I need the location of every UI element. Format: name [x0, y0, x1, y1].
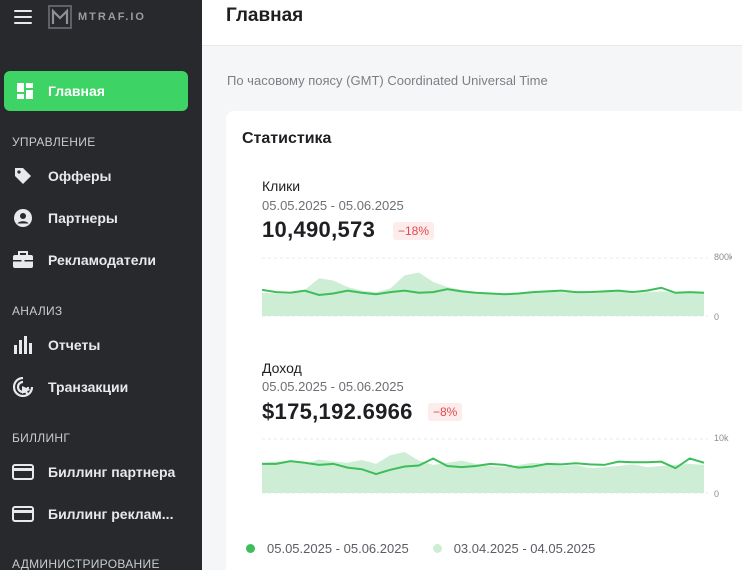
- clicks-chart[interactable]: 800k 0: [262, 249, 732, 325]
- pointer-target-icon: [12, 377, 34, 397]
- series-area-previous: [262, 272, 704, 316]
- sidebar-item-partners[interactable]: Партнеры: [12, 204, 198, 232]
- sidebar-item-transactions[interactable]: Транзакции: [12, 373, 198, 401]
- sidebar-item-advertiser-billing[interactable]: Биллинг реклам...: [12, 500, 198, 528]
- revenue-value: $175,192.6966: [262, 399, 413, 424]
- section-title-administration: АДМИНИСТРИРОВАНИЕ: [12, 557, 160, 570]
- chart-legend: 05.05.2025 - 05.06.2025 03.04.2025 - 04.…: [246, 541, 619, 556]
- sidebar-item-advertisers[interactable]: Рекламодатели: [12, 246, 198, 274]
- section-title-billing: БИЛЛИНГ: [12, 431, 71, 445]
- legend-label: 03.04.2025 - 04.05.2025: [453, 541, 596, 556]
- legend-dot: [246, 544, 255, 553]
- sidebar-item-home[interactable]: Главная: [4, 71, 188, 111]
- menu-icon[interactable]: [14, 10, 32, 24]
- y-tick-label: 800k: [714, 252, 732, 262]
- revenue-chart[interactable]: 10k 0: [262, 431, 732, 503]
- clicks-date-range: 05.05.2025 - 05.06.2025: [262, 198, 404, 213]
- logo[interactable]: MTRAF.IO: [48, 5, 146, 29]
- credit-card-icon: [12, 504, 34, 524]
- card-title: Статистика: [242, 130, 332, 147]
- clicks-value: 10,490,573: [262, 217, 376, 242]
- credit-card-icon: [12, 462, 34, 482]
- sidebar-item-label: Транзакции: [48, 379, 129, 395]
- sidebar-header: MTRAF.IO: [0, 0, 202, 34]
- sidebar-item-label: Офферы: [48, 168, 112, 184]
- y-tick-label: 10k: [714, 433, 729, 443]
- statistics-card: Статистика Клики 05.05.2025 - 05.06.2025…: [226, 111, 742, 570]
- sidebar-item-label: Главная: [48, 83, 105, 99]
- legend-dot: [432, 544, 442, 553]
- page-title: Главная: [226, 5, 304, 26]
- revenue-date-range: 05.05.2025 - 05.06.2025: [262, 379, 404, 394]
- legend-label: 05.05.2025 - 05.06.2025: [267, 541, 409, 556]
- briefcase-icon: [12, 250, 34, 270]
- tag-icon: [12, 166, 34, 186]
- logo-mark-icon: [48, 5, 72, 29]
- sidebar-item-offers[interactable]: Офферы: [12, 162, 198, 190]
- y-tick-label: 0: [714, 312, 719, 322]
- sidebar-item-reports[interactable]: Отчеты: [12, 331, 198, 359]
- sidebar-item-label: Биллинг партнера: [48, 464, 176, 480]
- clicks-title: Клики: [262, 178, 301, 194]
- revenue-delta-badge: −8%: [428, 403, 463, 421]
- sidebar-item-label: Партнеры: [48, 210, 118, 226]
- sidebar-item-label: Рекламодатели: [48, 252, 156, 268]
- sidebar-item-label: Отчеты: [48, 337, 101, 353]
- top-bar: Главная: [202, 0, 742, 46]
- legend-item-previous[interactable]: 03.04.2025 - 04.05.2025: [432, 541, 596, 556]
- timezone-note: По часовому поясу (GMT) Coordinated Univ…: [227, 73, 548, 88]
- dashboard-icon: [17, 83, 33, 99]
- legend-item-current[interactable]: 05.05.2025 - 05.06.2025: [246, 541, 409, 556]
- section-title-management: УПРАВЛЕНИЕ: [12, 135, 96, 149]
- y-tick-label: 0: [714, 489, 719, 499]
- series-area-previous: [262, 451, 704, 493]
- clicks-delta-badge: −18%: [393, 222, 435, 240]
- sidebar-item-label: Биллинг реклам...: [48, 506, 174, 522]
- sidebar-item-partner-billing[interactable]: Биллинг партнера: [12, 458, 198, 486]
- series-line-current: [262, 457, 705, 476]
- revenue-title: Доход: [262, 360, 302, 376]
- sidebar: MTRAF.IO Главная УПРАВЛЕНИЕ Офферы Партн…: [0, 0, 202, 570]
- logo-text: MTRAF.IO: [78, 11, 146, 23]
- user-circle-icon: [12, 208, 34, 228]
- section-title-analysis: АНАЛИЗ: [12, 304, 63, 318]
- series-line-current: [262, 286, 705, 296]
- bar-chart-icon: [12, 335, 34, 355]
